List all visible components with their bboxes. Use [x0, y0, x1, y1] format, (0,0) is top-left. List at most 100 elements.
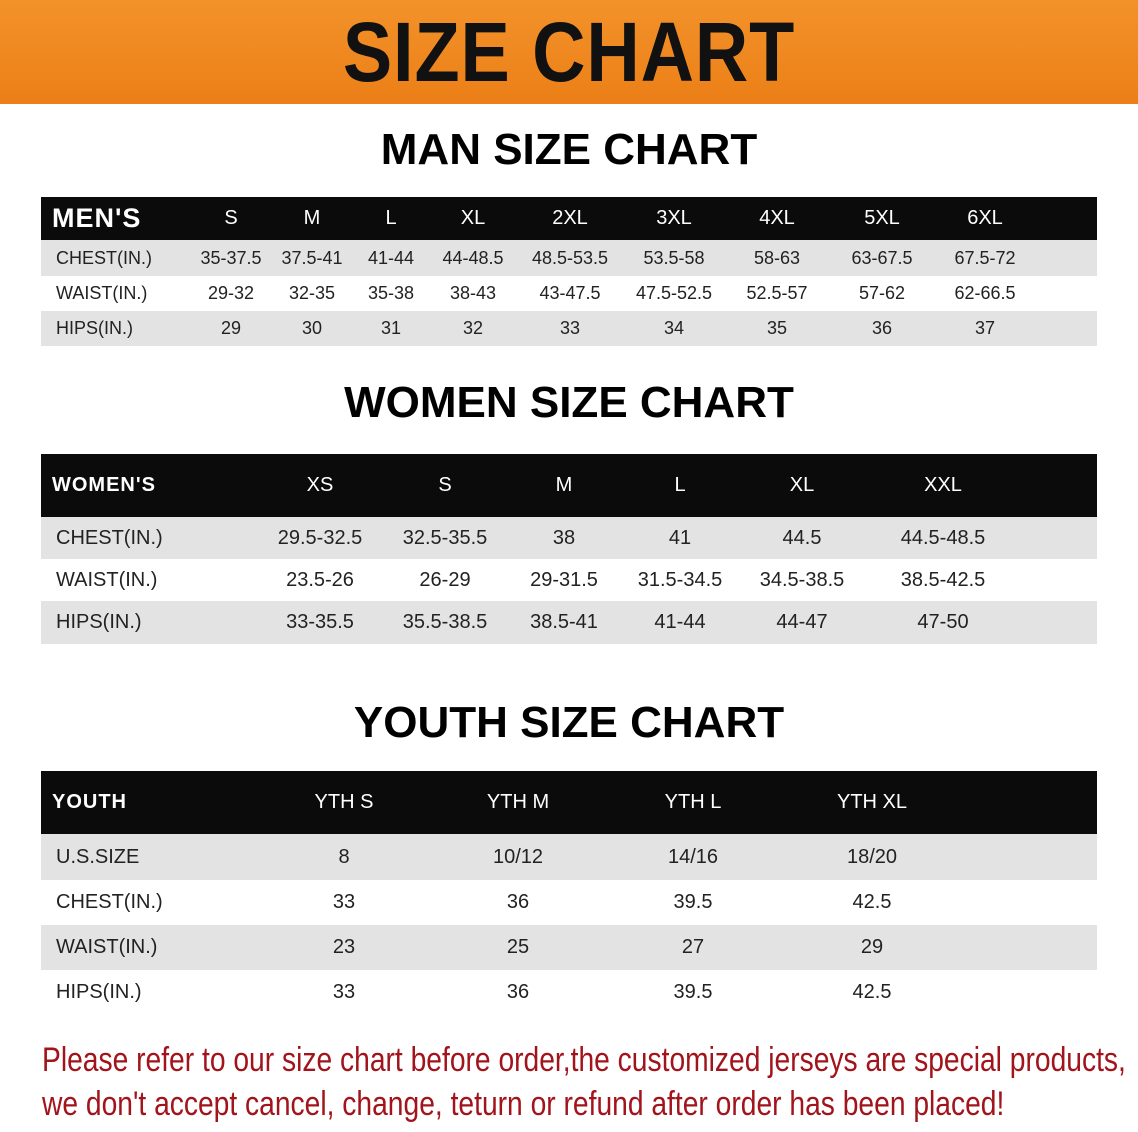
table-cell: YTH XL: [836, 791, 908, 813]
row-label: CHEST(IN.): [56, 247, 152, 268]
table-cell: 23: [332, 936, 356, 958]
table-cell: 38: [552, 526, 576, 549]
table-cell: 36: [871, 318, 893, 338]
order-notice-line-1: Please refer to our size chart before or…: [42, 1041, 1126, 1079]
table-cell: 57-62: [858, 283, 906, 303]
table-cell: 58-63: [753, 247, 801, 268]
table-cell: M: [555, 474, 573, 496]
banner: SIZE CHART: [0, 0, 1138, 104]
table-row: U.S.SIZE 8 10/12 14/16 18/20: [41, 834, 1097, 880]
row-label: HIPS(IN.): [56, 318, 134, 338]
table-cell: 29.5-32.5: [277, 526, 363, 549]
table-row: WAIST(IN.) 23 25 27 29: [41, 925, 1097, 970]
table-cell: 41: [668, 526, 692, 549]
table-cell: 37.5-41: [281, 247, 343, 268]
table-cell: 32.5-35.5: [402, 526, 488, 549]
table-cell: XS: [306, 474, 334, 496]
table-cell: XL: [460, 207, 486, 229]
table-cell: 35: [766, 318, 788, 338]
table-cell: 39.5: [673, 981, 713, 1003]
table-cell: M: [303, 207, 321, 229]
table-cell: 14/16: [667, 845, 719, 868]
table-cell: 47-50: [917, 611, 969, 633]
table-row: HIPS(IN.) 29 30 31 32 33 34 35 36 37: [41, 311, 1097, 346]
row-label: WAIST(IN.): [56, 568, 158, 591]
order-notice: Please refer to our size chart before or…: [42, 1038, 1138, 1126]
men-size-table: MEN'S S M L XL 2XL 3XL 4XL 5XL 6XL CHEST(IN.) 35-37…: [41, 197, 1097, 346]
youth-section-title: YOUTH SIZE CHART: [353, 698, 785, 747]
table-cell: 41-44: [654, 611, 706, 633]
row-label: HIPS(IN.): [56, 981, 142, 1003]
row-label: U.S.SIZE: [56, 845, 140, 868]
table-row: CHEST(IN.) 29.5-32.5 32.5-35.5 38 41 44.5 44.5…: [41, 517, 1097, 559]
table-cell: 26-29: [419, 568, 471, 591]
table-cell: L: [674, 474, 686, 496]
table-cell: 35-37.5: [200, 247, 262, 268]
table-cell: 44-47: [776, 611, 828, 633]
table-cell: 31: [380, 318, 402, 338]
table-cell: 10/12: [492, 845, 544, 868]
table-cell: 33-35.5: [286, 611, 354, 633]
table-cell: 67.5-72: [954, 247, 1016, 268]
table-cell: 32-35: [288, 283, 336, 303]
table-cell: 2XL: [552, 207, 588, 229]
row-label: WOMEN'S: [52, 474, 156, 496]
table-cell: 62-66.5: [954, 283, 1016, 303]
table-cell: YTH L: [664, 791, 722, 813]
table-cell: 33: [332, 981, 356, 1003]
table-row: HIPS(IN.) 33 36 39.5 42.5: [41, 970, 1097, 1015]
table-cell: 18/20: [846, 845, 898, 868]
table-cell: 4XL: [759, 207, 795, 229]
women-size-table: WOMEN'S XS S M L XL XXL CHEST(IN.) 29.5-32.5 32.5…: [41, 454, 1097, 644]
row-label: WAIST(IN.): [56, 283, 148, 303]
table-cell: 41-44: [367, 247, 415, 268]
table-cell: 36: [506, 981, 530, 1003]
table-cell: S: [224, 207, 238, 229]
table-cell: 37: [974, 318, 996, 338]
order-notice-line-2: we don't accept cancel, change, teturn o…: [42, 1085, 1005, 1123]
table-cell: 23.5-26: [286, 568, 354, 591]
table-cell: 39.5: [673, 891, 713, 913]
table-cell: 33: [559, 318, 581, 338]
table-cell: 27: [681, 936, 705, 958]
table-cell: 34: [663, 318, 685, 338]
table-header-row: YOUTH YTH S YTH M YTH L YTH XL: [41, 771, 1097, 834]
table-cell: 52.5-57: [746, 283, 808, 303]
table-cell: XL: [789, 474, 815, 496]
table-cell: 6XL: [967, 207, 1003, 229]
table-header-row: MEN'S S M L XL 2XL 3XL 4XL 5XL 6XL: [41, 197, 1097, 240]
table-cell: 63-67.5: [851, 247, 913, 268]
row-label: YOUTH: [52, 791, 127, 813]
table-cell: 8: [338, 845, 350, 868]
row-label: CHEST(IN.): [56, 891, 163, 913]
table-cell: 33: [332, 891, 356, 913]
table-cell: 29-32: [207, 283, 255, 303]
table-cell: 44.5-48.5: [900, 526, 986, 549]
table-row: CHEST(IN.) 35-37.5 37.5-41 41-44 44-48.5 48.5…: [41, 240, 1097, 276]
table-cell: S: [438, 474, 452, 496]
table-cell: 36: [506, 891, 530, 913]
table-header-row: WOMEN'S XS S M L XL XXL: [41, 454, 1097, 517]
table-cell: L: [385, 207, 397, 229]
row-label: WAIST(IN.): [56, 936, 158, 958]
table-cell: 3XL: [656, 207, 692, 229]
youth-size-table: YOUTH YTH S YTH M YTH L YTH XL U.S.SIZE 8 10/12…: [41, 771, 1097, 1015]
table-cell: 5XL: [864, 207, 900, 229]
row-label: CHEST(IN.): [56, 526, 163, 549]
banner-title: SIZE CHART: [342, 5, 796, 99]
table-cell: 38.5-41: [530, 611, 598, 633]
table-cell: 32: [462, 318, 484, 338]
table-cell: YTH M: [486, 791, 550, 813]
row-label: HIPS(IN.): [56, 611, 142, 633]
table-cell: 53.5-58: [643, 247, 705, 268]
women-section-title: WOMEN SIZE CHART: [344, 378, 794, 427]
table-cell: 42.5: [852, 981, 892, 1003]
table-cell: 44-48.5: [442, 247, 504, 268]
table-row: WAIST(IN.) 23.5-26 26-29 29-31.5 31.5-34.5 34…: [41, 559, 1097, 601]
table-cell: 35.5-38.5: [402, 611, 488, 633]
table-cell: 31.5-34.5: [637, 568, 723, 591]
table-cell: 29-31.5: [530, 568, 598, 591]
table-cell: 47.5-52.5: [635, 283, 713, 303]
table-cell: 34.5-38.5: [759, 568, 845, 591]
table-cell: 30: [301, 318, 323, 338]
